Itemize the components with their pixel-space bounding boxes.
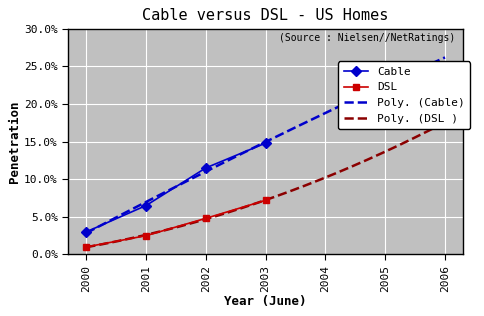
- Legend: Cable, DSL, Poly. (Cable), Poly. (DSL ): Cable, DSL, Poly. (Cable), Poly. (DSL ): [337, 61, 469, 129]
- Title: Cable versus DSL - US Homes: Cable versus DSL - US Homes: [142, 8, 388, 23]
- Poly. (Cable): [302, 120, 308, 124]
- DSL: [262, 198, 268, 202]
- DSL: [83, 245, 89, 249]
- DSL: [202, 216, 208, 220]
- Poly. (Cable): [296, 123, 302, 127]
- Cable: [83, 230, 89, 234]
- Line: Poly. (Cable): Poly. (Cable): [86, 58, 444, 233]
- Poly. (DSL ): [83, 245, 89, 249]
- Poly. (Cable): [408, 71, 413, 75]
- Poly. (Cable): [295, 124, 301, 128]
- Cable: [262, 141, 268, 145]
- Cable: [202, 166, 208, 170]
- Poly. (Cable): [385, 81, 391, 85]
- Poly. (DSL ): [408, 137, 413, 141]
- Poly. (DSL ): [295, 186, 301, 190]
- Text: (Source : Nielsen//NetRatings): (Source : Nielsen//NetRatings): [278, 33, 454, 43]
- Poly. (DSL ): [84, 245, 90, 249]
- Poly. (DSL ): [296, 186, 302, 190]
- Line: Cable: Cable: [83, 140, 269, 235]
- Poly. (DSL ): [385, 148, 391, 152]
- Line: DSL: DSL: [83, 197, 269, 250]
- Poly. (DSL ): [441, 120, 447, 124]
- Cable: [143, 204, 149, 207]
- Poly. (Cable): [84, 231, 90, 234]
- Poly. (DSL ): [302, 183, 308, 187]
- Poly. (Cable): [83, 231, 89, 235]
- Line: Poly. (DSL ): Poly. (DSL ): [86, 122, 444, 247]
- DSL: [143, 234, 149, 238]
- Poly. (Cable): [441, 56, 447, 59]
- Y-axis label: Penetration: Penetration: [8, 100, 21, 183]
- X-axis label: Year (June): Year (June): [224, 295, 306, 308]
